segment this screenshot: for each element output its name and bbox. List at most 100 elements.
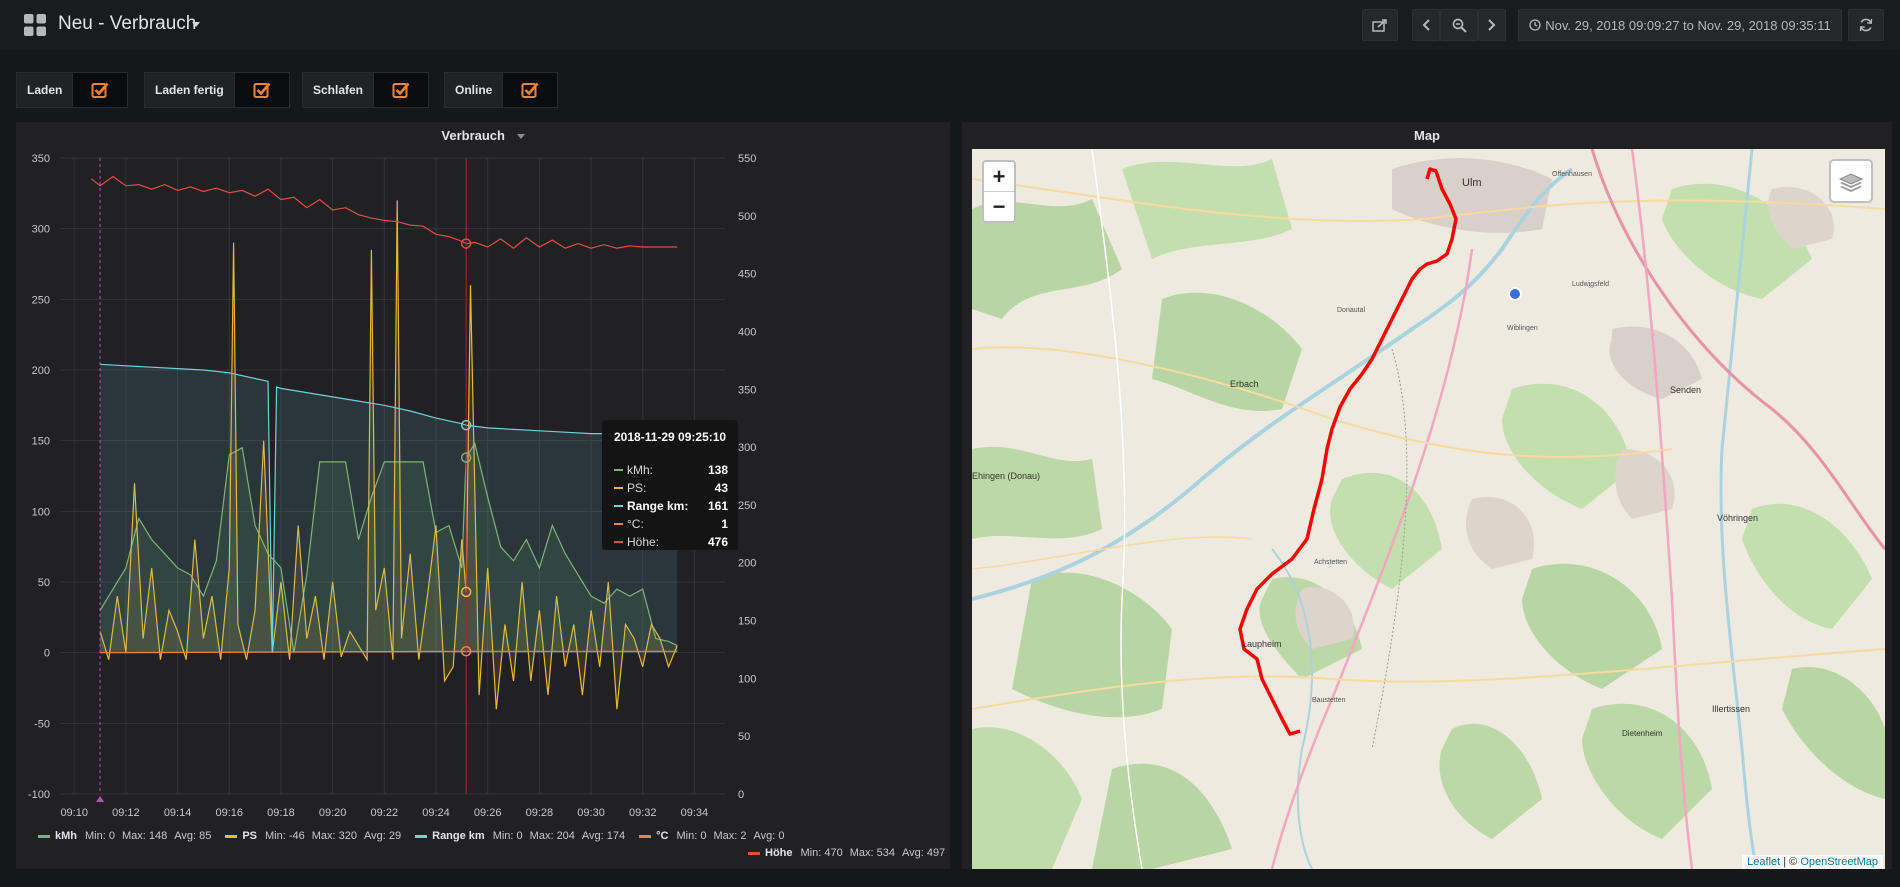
- chevron-left-icon: [1422, 19, 1430, 31]
- panel-title-text: Verbrauch: [441, 128, 505, 143]
- time-forward-button[interactable]: [1478, 9, 1506, 41]
- map-place-label: Ehingen (Donau): [972, 471, 1041, 481]
- zoom-in-button[interactable]: +: [984, 162, 1014, 192]
- dashboard-grid-icon[interactable]: [24, 14, 46, 36]
- tooltip-row: kMh: 138: [614, 462, 728, 478]
- checkbox-checked-icon: [253, 82, 271, 98]
- zoom-out-time-button[interactable]: [1440, 9, 1478, 41]
- variable-laden-fertig: Laden fertig: [144, 72, 290, 108]
- legend-stat: Max: 2: [713, 830, 747, 842]
- map-panel-title[interactable]: Map: [1414, 128, 1440, 143]
- legend-stat: Min: 0: [676, 830, 707, 842]
- tooltip-label: kMh:: [627, 463, 654, 477]
- tooltip-row: °C: 1: [614, 516, 728, 532]
- map-place-label: Donautal: [1337, 307, 1366, 314]
- clock-icon: [1529, 19, 1541, 31]
- graph-panel: Verbrauch: [16, 122, 950, 869]
- legend-stat: Min: -46: [265, 830, 305, 842]
- tooltip-label: Höhe:: [627, 535, 660, 549]
- legend-stat: Max: 204: [529, 830, 575, 842]
- zoom-out-button[interactable]: −: [992, 193, 1006, 219]
- dashboard-title[interactable]: Neu - Verbrauch: [58, 13, 197, 34]
- variable-checkbox[interactable]: [503, 72, 559, 108]
- map-place-label: Achstetten: [1314, 559, 1348, 566]
- tooltip-swatch: [614, 469, 623, 471]
- time-range-text: Nov. 29, 2018 09:09:27 to Nov. 29, 2018 …: [1545, 17, 1831, 33]
- map-place-label: Ulm: [1462, 177, 1482, 189]
- legend-series-name[interactable]: Höhe: [765, 847, 793, 859]
- legend-stat: Avg: 174: [581, 830, 626, 842]
- legend-stat: Max: 148: [121, 830, 168, 842]
- map-place-label: Illertissen: [1712, 704, 1751, 714]
- map-place-label: Erbach: [1230, 379, 1259, 389]
- map-place-label: Dietenheim: [1622, 729, 1663, 738]
- tooltip-value: 476: [707, 535, 728, 549]
- openstreetmap-link[interactable]: OpenStreetMap: [1800, 856, 1878, 868]
- tooltip-time: 2018-11-29 09:25:10: [614, 430, 727, 444]
- refresh-icon: [1859, 18, 1873, 32]
- map-place-label: Vöhringen: [1717, 513, 1759, 523]
- leaflet-link[interactable]: Leaflet: [1747, 856, 1781, 868]
- top-navbar: Neu - Verbrauch Nov. 29, 2018 09:09:27 t…: [0, 0, 1900, 50]
- tooltip-swatch: [614, 523, 623, 525]
- map-layers-button[interactable]: [1829, 159, 1873, 203]
- map-canvas[interactable]: Ulm Offenhausen Donautal Wiblingen Ludwi…: [972, 149, 1885, 869]
- variable-label: Laden fertig: [144, 72, 235, 108]
- variable-label: Schlafen: [302, 72, 375, 108]
- variable-label: Online: [444, 72, 504, 108]
- tooltip-row: Höhe: 476: [614, 534, 728, 550]
- graph-legend-row2: Höhe Min: 470 Max: 534 Avg: 497: [748, 847, 952, 859]
- tooltip-label: °C:: [627, 517, 644, 531]
- legend-swatch: [225, 834, 238, 838]
- variable-laden: Laden: [16, 72, 129, 108]
- legend-stat: Min: 0: [492, 830, 523, 842]
- legend-stat: Min: 0: [85, 830, 115, 842]
- layers-icon: [1838, 173, 1864, 192]
- magnifier-minus-icon: [1452, 18, 1467, 33]
- time-range-picker[interactable]: Nov. 29, 2018 09:09:27 to Nov. 29, 2018 …: [1518, 9, 1842, 41]
- tooltip-swatch: [614, 541, 623, 543]
- legend-stat: Avg: 0: [753, 830, 785, 842]
- map-attribution: Leaflet | © OpenStreetMap: [1742, 855, 1883, 869]
- checkbox-checked-icon: [392, 82, 410, 98]
- legend-swatch: [639, 834, 652, 838]
- map-place-label: Laupheim: [1242, 639, 1282, 649]
- variable-checkbox[interactable]: [73, 72, 129, 108]
- time-back-button[interactable]: [1412, 9, 1440, 41]
- checkbox-checked-icon: [91, 82, 109, 98]
- map-place-label: Ludwigsfeld: [1572, 281, 1609, 288]
- tooltip-value: 1: [721, 517, 728, 531]
- map-place-label: Wiblingen: [1507, 325, 1538, 332]
- legend-stat: Avg: 497: [901, 847, 946, 859]
- graph-panel-title[interactable]: Verbrauch: [16, 128, 950, 143]
- tooltip-swatch: [614, 487, 623, 489]
- chevron-right-icon: [1488, 19, 1496, 31]
- map-place-label: Baustetten: [1312, 697, 1346, 704]
- tooltip-value: 138: [707, 463, 728, 477]
- tooltip-value: 161: [707, 499, 728, 513]
- map-tiles: [972, 149, 1885, 869]
- checkbox-checked-icon: [521, 82, 539, 98]
- share-button[interactable]: [1362, 9, 1398, 41]
- variable-checkbox[interactable]: [234, 72, 290, 108]
- chevron-down-icon[interactable]: [192, 22, 200, 27]
- map-place-label: Senden: [1670, 385, 1702, 395]
- legend-stat: Avg: 85: [174, 830, 212, 842]
- refresh-button[interactable]: [1848, 9, 1884, 41]
- legend-swatch: [415, 834, 428, 838]
- legend-series-name[interactable]: PS: [242, 830, 258, 842]
- tooltip-row: PS: 43: [614, 480, 728, 496]
- legend-swatch: [748, 851, 760, 855]
- legend-stat: Max: 534: [849, 847, 895, 859]
- variable-schlafen: Schlafen: [302, 72, 430, 108]
- variable-checkbox[interactable]: [374, 72, 430, 108]
- graph-legend: kMh Min: 0 Max: 148 Avg: 85 PS Min: -46 Max…: [38, 830, 791, 842]
- graph-tooltip: 2018-11-29 09:25:10 kMh: 138 PS: 43 Range …: [602, 420, 738, 550]
- legend-swatch: [38, 834, 50, 838]
- caret-down-icon[interactable]: [516, 134, 525, 140]
- legend-series-name[interactable]: Range km: [432, 830, 485, 842]
- legend-series-name[interactable]: °C: [656, 830, 669, 842]
- map-place-label: Offenhausen: [1552, 171, 1592, 178]
- legend-series-name[interactable]: kMh: [55, 830, 77, 842]
- share-icon: [1372, 19, 1387, 32]
